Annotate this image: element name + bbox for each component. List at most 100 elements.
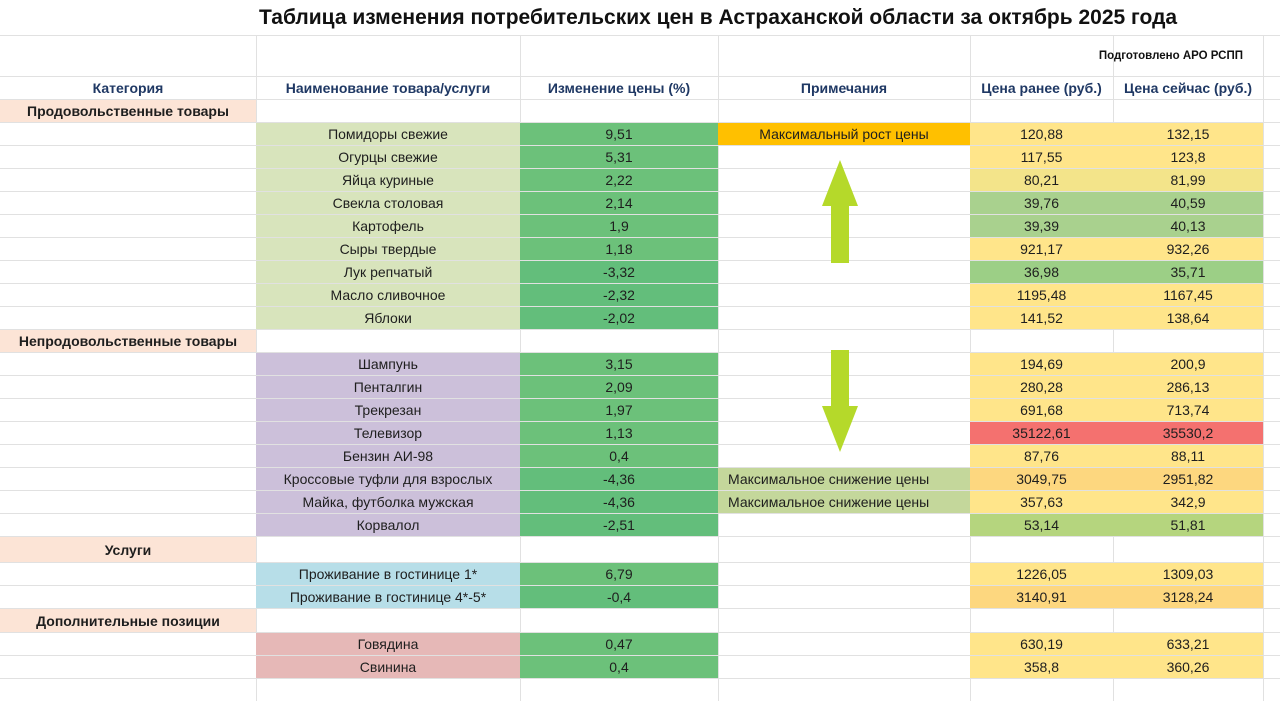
item-price-now[interactable]: 40,13 [1113, 215, 1263, 237]
max-rise-note[interactable]: Максимальный рост цены [718, 123, 970, 145]
item-change[interactable]: -0,4 [520, 586, 718, 608]
item-change[interactable]: 1,13 [520, 422, 718, 444]
arrow-up-icon [822, 160, 858, 263]
item-change[interactable]: 1,18 [520, 238, 718, 260]
item-change[interactable]: 2,14 [520, 192, 718, 214]
item-change[interactable]: 0,47 [520, 633, 718, 655]
item-name[interactable]: Яйца куриные [256, 169, 520, 191]
item-change[interactable]: -2,02 [520, 307, 718, 329]
item-name[interactable]: Говядина [256, 633, 520, 655]
item-change[interactable]: 0,4 [520, 445, 718, 467]
item-change[interactable]: 5,31 [520, 146, 718, 168]
item-price-now[interactable]: 51,81 [1113, 514, 1263, 536]
item-name[interactable]: Бензин АИ-98 [256, 445, 520, 467]
item-name[interactable]: Лук репчатый [256, 261, 520, 283]
header-price-before[interactable]: Цена ранее (руб.) [981, 80, 1102, 96]
header-category[interactable]: Категория [92, 80, 164, 96]
item-change[interactable]: 2,22 [520, 169, 718, 191]
item-change[interactable]: 2,09 [520, 376, 718, 398]
item-price-before[interactable]: 280,28 [970, 376, 1113, 398]
item-price-before[interactable]: 120,88 [970, 123, 1113, 145]
item-price-now[interactable]: 932,26 [1113, 238, 1263, 260]
item-change[interactable]: 1,97 [520, 399, 718, 421]
category-food[interactable]: Продовольственные товары [0, 100, 256, 122]
item-price-before[interactable]: 358,8 [970, 656, 1113, 678]
item-price-now[interactable]: 713,74 [1113, 399, 1263, 421]
header-price-now[interactable]: Цена сейчас (руб.) [1123, 80, 1253, 96]
item-price-before[interactable]: 141,52 [970, 307, 1113, 329]
item-price-before[interactable]: 194,69 [970, 353, 1113, 375]
item-price-before[interactable]: 80,21 [970, 169, 1113, 191]
item-name[interactable]: Свинина [256, 656, 520, 678]
item-price-before[interactable]: 691,68 [970, 399, 1113, 421]
header-name[interactable]: Наименование товара/услуги [285, 80, 491, 96]
item-price-now[interactable]: 1167,45 [1113, 284, 1263, 306]
item-change[interactable]: -2,51 [520, 514, 718, 536]
item-price-before[interactable]: 117,55 [970, 146, 1113, 168]
item-price-now[interactable]: 360,26 [1113, 656, 1263, 678]
item-price-now[interactable]: 138,64 [1113, 307, 1263, 329]
item-price-now[interactable]: 35,71 [1113, 261, 1263, 283]
header-change[interactable]: Изменение цены (%) [547, 80, 691, 96]
item-price-now[interactable]: 2951,82 [1113, 468, 1263, 490]
item-price-before[interactable]: 357,63 [970, 491, 1113, 513]
item-name[interactable]: Телевизор [256, 422, 520, 444]
max-drop-note[interactable]: Максимальное снижение цены [718, 468, 970, 490]
item-price-now[interactable]: 200,9 [1113, 353, 1263, 375]
item-price-before[interactable]: 87,76 [970, 445, 1113, 467]
item-name[interactable]: Кроссовые туфли для взрослых [256, 468, 520, 490]
item-price-before[interactable]: 53,14 [970, 514, 1113, 536]
item-name[interactable]: Помидоры свежие [256, 123, 520, 145]
item-price-before[interactable]: 3140,91 [970, 586, 1113, 608]
item-price-now[interactable]: 88,11 [1113, 445, 1263, 467]
item-price-now[interactable]: 81,99 [1113, 169, 1263, 191]
item-price-before[interactable]: 3049,75 [970, 468, 1113, 490]
item-price-now[interactable]: 35530,2 [1113, 422, 1263, 444]
item-price-now[interactable]: 342,9 [1113, 491, 1263, 513]
item-price-now[interactable]: 3128,24 [1113, 586, 1263, 608]
item-price-before[interactable]: 1226,05 [970, 563, 1113, 585]
item-name[interactable]: Майка, футболка мужская [256, 491, 520, 513]
item-name[interactable]: Огурцы свежие [256, 146, 520, 168]
max-drop-note[interactable]: Максимальное снижение цены [718, 491, 970, 513]
item-name[interactable]: Яблоки [256, 307, 520, 329]
item-price-before[interactable]: 39,39 [970, 215, 1113, 237]
item-change[interactable]: -4,36 [520, 468, 718, 490]
item-price-now[interactable]: 132,15 [1113, 123, 1263, 145]
item-change[interactable]: -2,32 [520, 284, 718, 306]
item-name[interactable]: Пенталгин [256, 376, 520, 398]
item-price-before[interactable]: 1195,48 [970, 284, 1113, 306]
item-name[interactable]: Проживание в гостинице 1* [256, 563, 520, 585]
item-price-before[interactable]: 36,98 [970, 261, 1113, 283]
item-name[interactable]: Картофель [256, 215, 520, 237]
item-price-now[interactable]: 40,59 [1113, 192, 1263, 214]
category-nonfood[interactable]: Непродовольственные товары [0, 330, 256, 352]
item-change[interactable]: 6,79 [520, 563, 718, 585]
item-name[interactable]: Шампунь [256, 353, 520, 375]
item-name[interactable]: Свекла столовая [256, 192, 520, 214]
item-name[interactable]: Сыры твердые [256, 238, 520, 260]
item-price-before[interactable]: 35122,61 [970, 422, 1113, 444]
item-name[interactable]: Корвалол [256, 514, 520, 536]
item-change[interactable]: 3,15 [520, 353, 718, 375]
header-notes[interactable]: Примечания [800, 80, 888, 96]
item-change[interactable]: -4,36 [520, 491, 718, 513]
item-price-before[interactable]: 921,17 [970, 238, 1113, 260]
item-price-now[interactable]: 1309,03 [1113, 563, 1263, 585]
item-name[interactable]: Трекрезан [256, 399, 520, 421]
item-change[interactable]: 0,4 [520, 656, 718, 678]
empty-row [0, 679, 1280, 701]
item-price-before[interactable]: 630,19 [970, 633, 1113, 655]
item-price-before[interactable]: 39,76 [970, 192, 1113, 214]
category-additional[interactable]: Дополнительные позиции [0, 609, 256, 632]
item-change[interactable]: -3,32 [520, 261, 718, 283]
category-services[interactable]: Услуги [0, 537, 256, 562]
item-change[interactable]: 1,9 [520, 215, 718, 237]
item-price-now[interactable]: 286,13 [1113, 376, 1263, 398]
item-change[interactable]: 9,51 [520, 123, 718, 145]
item-name[interactable]: Проживание в гостинице 4*-5* [256, 586, 520, 608]
item-price-now[interactable]: 123,8 [1113, 146, 1263, 168]
table-row: Проживание в гостинице 4*-5* -0,4 3140,9… [0, 586, 1280, 609]
item-name[interactable]: Масло сливочное [256, 284, 520, 306]
item-price-now[interactable]: 633,21 [1113, 633, 1263, 655]
